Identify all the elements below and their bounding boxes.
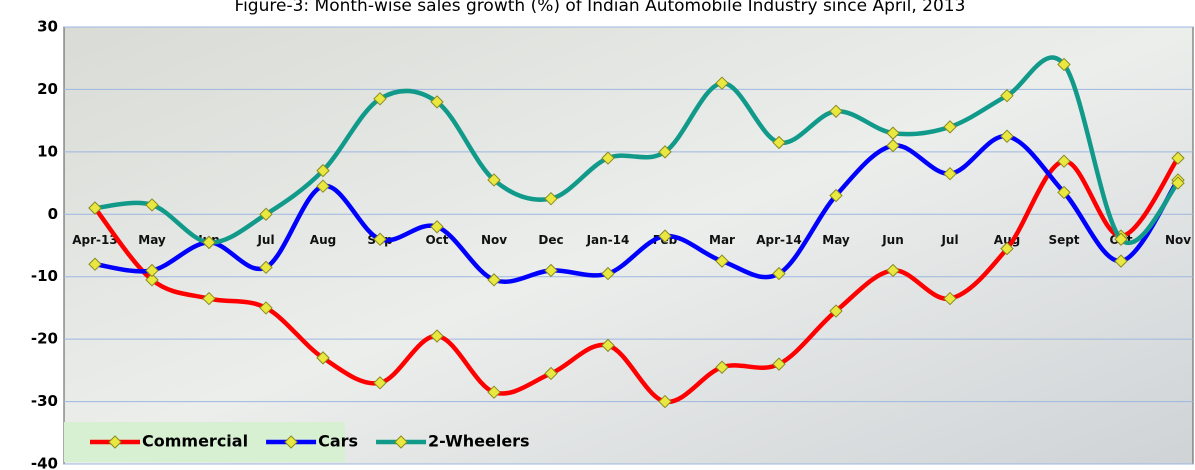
x-tick-label: Jul [940,233,958,247]
x-tick-label: Apr-14 [756,233,801,247]
x-tick-label: Aug [310,233,336,247]
x-tick-label: Oct [425,233,448,247]
y-tick-label: -10 [31,267,58,285]
page: {"chart_data": {"type": "line", "title":… [0,0,1195,470]
legend-label: Cars [318,432,358,451]
x-tick-label: Nov [481,233,507,247]
x-tick-label: Jun [881,233,904,247]
x-tick-label: Mar [709,233,735,247]
x-tick-label: Dec [538,233,563,247]
y-tick-label: 20 [37,80,58,98]
x-tick-label: Jan-14 [586,233,630,247]
legend-label: 2-Wheelers [428,432,530,451]
x-tick-label: Apr-13 [72,233,117,247]
y-tick-label: -20 [31,330,58,348]
x-tick-label: May [138,233,166,247]
y-tick-label: 30 [37,18,58,36]
y-tick-label: 10 [37,142,58,160]
chart-title: Figure-3: Month-wise sales growth (%) of… [235,0,966,16]
y-tick-label: -30 [31,392,58,410]
y-tick-label: -40 [31,455,58,470]
x-tick-label: Nov [1165,233,1191,247]
legend-label: Commercial [142,432,248,451]
x-tick-label: May [822,233,850,247]
x-tick-label: Jul [256,233,274,247]
x-tick-label: Sept [1048,233,1079,247]
y-tick-label: 0 [48,205,58,223]
chart: Figure-3: Month-wise sales growth (%) of… [0,0,1195,470]
